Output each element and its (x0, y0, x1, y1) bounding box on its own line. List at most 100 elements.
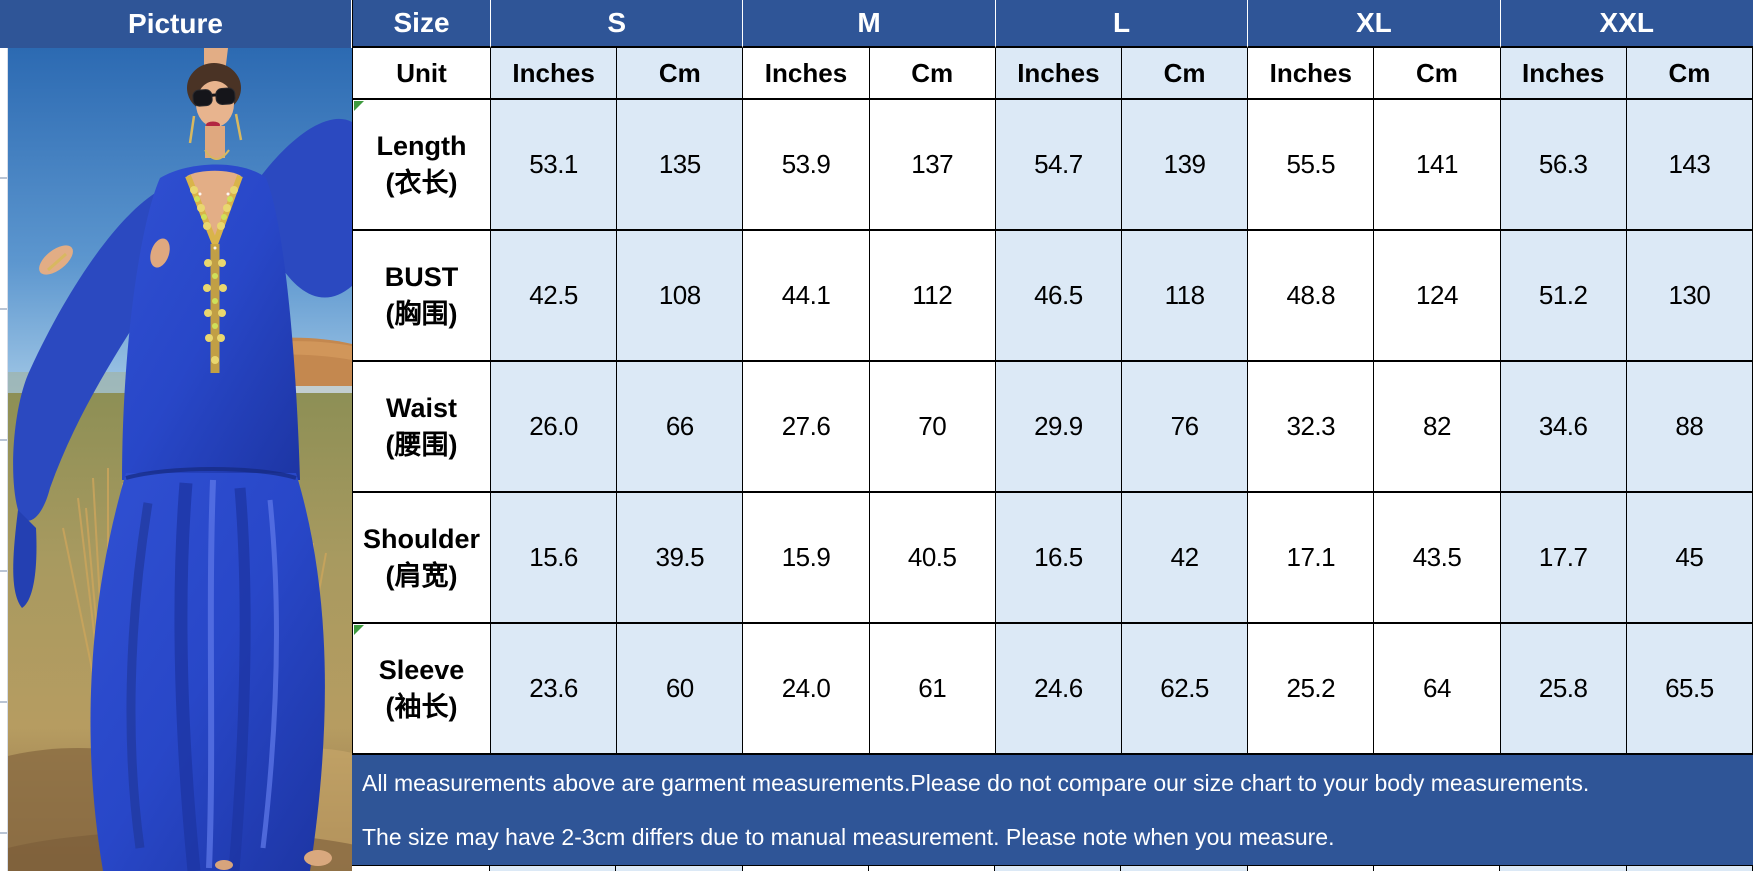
necklace (204, 149, 230, 160)
unit-header-xxl-inches: Inches (1500, 48, 1627, 100)
value-length-xl-cm: 141 (1374, 100, 1501, 231)
left-sleeve-tip (13, 510, 37, 608)
value-sleeve-s-cm: 60 (617, 624, 744, 755)
earring-left (188, 115, 196, 144)
notes-band: All measurements above are garment measu… (352, 755, 1753, 865)
value-sleeve-l-inches: 24.6 (995, 624, 1122, 755)
value-shoulder-xxl-cm: 45 (1626, 493, 1753, 624)
value-length-l-cm: 139 (1121, 100, 1249, 231)
skirt-folds (126, 479, 279, 871)
note-line-1: All measurements above are garment measu… (362, 770, 1590, 796)
cold-shoulder-cutout (150, 238, 170, 268)
value-bust-xxl-inches: 51.2 (1500, 231, 1627, 362)
row-label-en: Length (376, 131, 467, 162)
dress-skirt (90, 473, 325, 871)
gold-trim (185, 174, 243, 373)
value-sleeve-xl-inches: 25.2 (1248, 624, 1375, 755)
sliver-cell (490, 866, 617, 871)
value-sleeve-xxl-inches: 25.8 (1500, 624, 1627, 755)
value-waist-xl-inches: 32.3 (1248, 362, 1375, 493)
sliver-cell (1121, 866, 1248, 871)
toe (215, 860, 233, 870)
value-bust-s-cm: 108 (617, 231, 744, 362)
sliver-cell (742, 866, 869, 871)
size-header-xxl: XXL (1500, 0, 1753, 48)
row-label-zh: (腰围) (385, 429, 458, 460)
value-bust-l-cm: 118 (1121, 231, 1249, 362)
value-sleeve-xl-cm: 64 (1374, 624, 1501, 755)
forearm-skin (39, 245, 73, 275)
product-photo (8, 48, 352, 871)
sliver-cell (616, 866, 743, 871)
value-sleeve-m-cm: 61 (869, 624, 996, 755)
value-sleeve-s-inches: 23.6 (491, 624, 618, 755)
row-label-length: Length (衣长) (353, 100, 491, 231)
value-shoulder-s-cm: 39.5 (617, 493, 744, 624)
size-header-m: M (743, 0, 996, 48)
value-shoulder-s-inches: 15.6 (491, 493, 618, 624)
value-bust-xl-cm: 124 (1374, 231, 1501, 362)
value-shoulder-l-inches: 16.5 (995, 493, 1122, 624)
value-waist-xxl-inches: 34.6 (1500, 362, 1627, 493)
value-length-s-inches: 53.1 (491, 100, 618, 231)
size-header-l: L (995, 0, 1249, 48)
note-line-2: The size may have 2-3cm differs due to m… (362, 824, 1335, 851)
unit-header-xl-inches: Inches (1248, 48, 1375, 100)
size-header-xl: XL (1248, 0, 1501, 48)
value-length-l-inches: 54.7 (995, 100, 1122, 231)
unit-header-l-cm: Cm (1121, 48, 1249, 100)
value-shoulder-l-cm: 42 (1121, 493, 1249, 624)
value-length-m-cm: 137 (869, 100, 996, 231)
unit-header-xxl-cm: Cm (1626, 48, 1753, 100)
value-length-m-inches: 53.9 (743, 100, 870, 231)
unit-header-l-inches: Inches (995, 48, 1122, 100)
value-bust-xl-inches: 48.8 (1248, 231, 1375, 362)
sliver-cell (868, 866, 996, 871)
unit-header-m-cm: Cm (869, 48, 996, 100)
size-header-label: Size (353, 0, 491, 48)
foot (304, 850, 332, 866)
bottom-row-sliver (352, 865, 1753, 871)
value-shoulder-xl-inches: 17.1 (1248, 493, 1375, 624)
value-bust-xxl-cm: 130 (1626, 231, 1753, 362)
row-label-en: Shoulder (362, 524, 480, 555)
vneck-skin (187, 170, 241, 240)
size-table: Size S M L XL XXL Unit Inches Cm Inches Cm Inches Cm… (352, 0, 1753, 755)
row-label-sleeve: Sleeve (袖长) (353, 624, 491, 755)
earring-right (234, 113, 243, 141)
row-label-shoulder: Shoulder (肩宽) (353, 493, 491, 624)
row-label-en: Sleeve (378, 655, 465, 686)
row-label-en: BUST (384, 262, 459, 293)
bracelet (47, 252, 67, 272)
product-photo-art (8, 48, 352, 871)
row-label-waist: Waist (腰围) (353, 362, 491, 493)
value-length-xxl-cm: 143 (1626, 100, 1753, 231)
neck (205, 126, 225, 158)
waist-gather (125, 467, 297, 480)
row-label-en: Waist (385, 393, 457, 424)
value-shoulder-m-cm: 40.5 (869, 493, 996, 624)
value-length-s-cm: 135 (617, 100, 744, 231)
value-bust-m-inches: 44.1 (743, 231, 870, 362)
value-bust-s-inches: 42.5 (491, 231, 618, 362)
spreadsheet-corner-marker (354, 625, 364, 635)
row-label-zh: (肩宽) (385, 560, 458, 591)
picture-column-header: Picture (0, 0, 352, 48)
spreadsheet-left-gridline-sliver (0, 48, 8, 871)
value-sleeve-m-inches: 24.0 (743, 624, 870, 755)
unit-header-s-inches: Inches (491, 48, 618, 100)
value-waist-l-cm: 76 (1121, 362, 1249, 493)
unit-header-m-inches: Inches (743, 48, 870, 100)
value-waist-s-cm: 66 (617, 362, 744, 493)
value-length-xxl-inches: 56.3 (1500, 100, 1627, 231)
row-label-zh: (胸围) (385, 298, 458, 329)
value-shoulder-m-inches: 15.9 (743, 493, 870, 624)
unit-header-s-cm: Cm (617, 48, 744, 100)
value-sleeve-xxl-cm: 65.5 (1626, 624, 1753, 755)
row-label-zh: (衣长) (385, 167, 458, 198)
value-bust-l-inches: 46.5 (995, 231, 1122, 362)
value-waist-m-inches: 27.6 (743, 362, 870, 493)
sliver-label-cell (352, 866, 490, 871)
value-waist-m-cm: 70 (869, 362, 996, 493)
